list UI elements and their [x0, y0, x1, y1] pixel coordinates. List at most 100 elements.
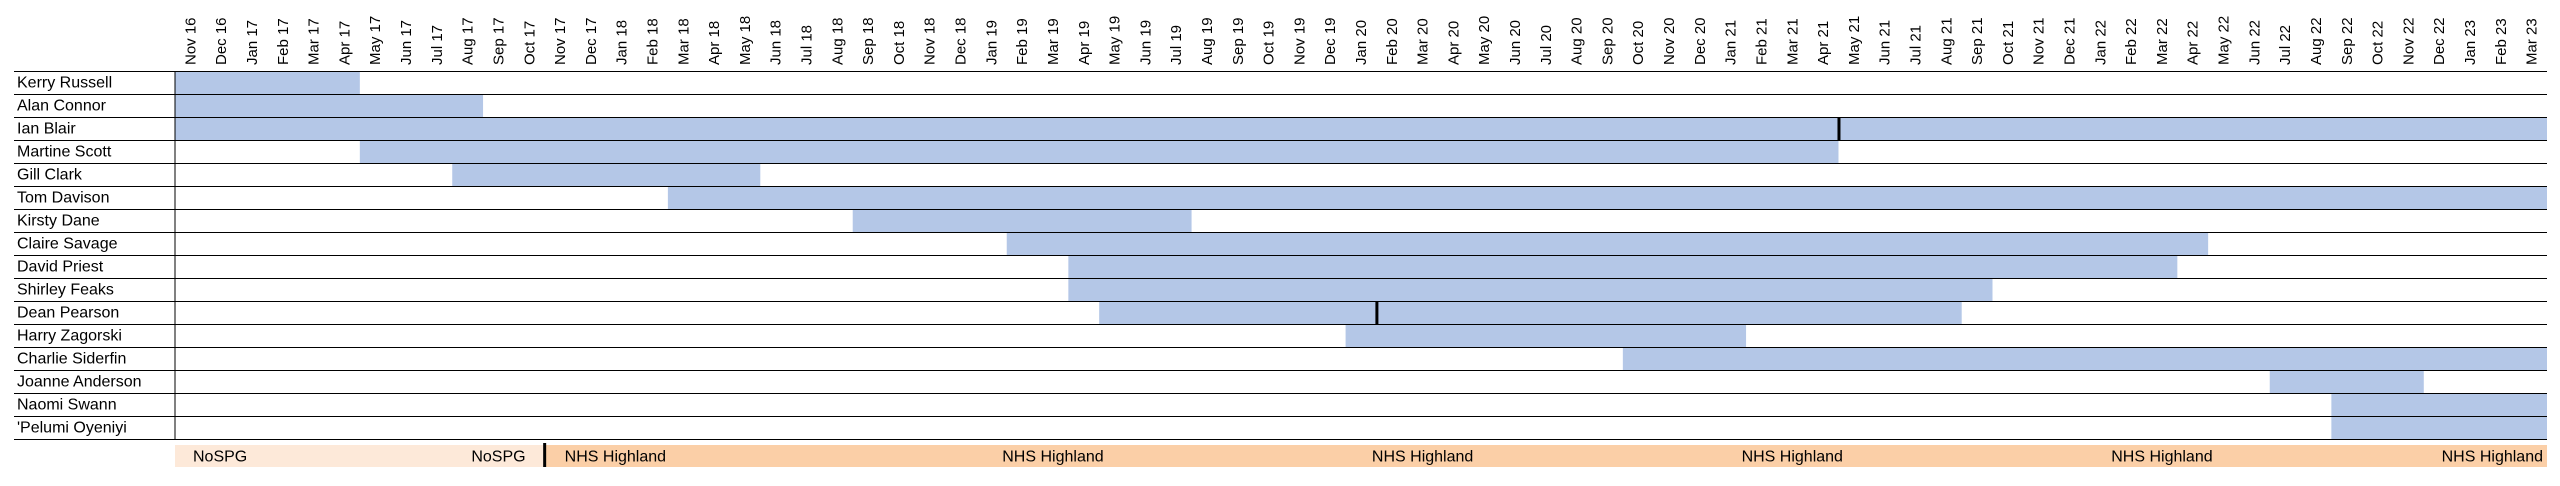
month-tick-label: Nov 16: [182, 17, 199, 65]
month-tick-label: Sep 22: [2339, 17, 2356, 65]
month-tick-label: Dec 17: [583, 17, 600, 65]
month-tick-label: Oct 17: [521, 21, 538, 65]
month-tick-label: Sep 21: [1969, 17, 1986, 65]
gantt-bar: [1068, 279, 1993, 301]
gantt-bar: [2269, 371, 2424, 393]
month-tick-label: Mar 17: [306, 18, 323, 65]
organisation-band-label: NHS Highland: [1002, 449, 1103, 466]
month-tick-label: Dec 20: [1692, 17, 1709, 65]
month-tick-label: Jun 19: [1137, 20, 1154, 65]
month-tick-label: Oct 22: [2370, 21, 2387, 65]
month-tick-label: Apr 19: [1076, 21, 1093, 65]
gantt-bar: [452, 164, 761, 186]
month-tick-label: Feb 20: [1384, 18, 1401, 65]
gantt-bar: [2331, 394, 2547, 416]
month-tick-label: Mar 22: [2154, 18, 2171, 65]
row-area: Kerry Russell Alan Connor Ian Blair Martine…: [14, 71, 2548, 440]
organisation-band-label: NHS Highland: [2442, 449, 2543, 466]
organisation-band-label: NoSPG: [193, 449, 247, 466]
gantt-bar: [175, 72, 360, 94]
month-tick-label: Apr 22: [2185, 21, 2202, 65]
row-name-label: Harry Zagorski: [17, 328, 122, 345]
month-tick-label: Feb 23: [2493, 18, 2510, 65]
organisation-band-label: NHS Highland: [1372, 449, 1473, 466]
organisation-band-label: NoSPG: [471, 449, 525, 466]
row-name-label: Shirley Feaks: [17, 282, 114, 299]
gantt-bar: [1622, 348, 2547, 370]
month-tick-label: Nov 19: [1291, 17, 1308, 65]
month-tick-label: Nov 22: [2400, 17, 2417, 65]
month-tick-label: Feb 22: [2123, 18, 2140, 65]
row-name-label: Joanne Anderson: [17, 374, 142, 391]
month-tick-label: Apr 17: [336, 21, 353, 65]
month-tick-label: Jul 20: [1538, 25, 1555, 65]
month-tick-label: Oct 19: [1261, 21, 1278, 65]
month-tick-label: Aug 22: [2308, 17, 2325, 65]
month-tick-label: Jun 22: [2246, 20, 2263, 65]
month-tick-label: Aug 19: [1199, 17, 1216, 65]
bottom-band: NoSPG NoSPG NHS Highland NHS Highland NHS Hi…: [175, 443, 2547, 467]
row-name-label: Charlie Siderfin: [17, 351, 126, 368]
month-tick-label: Sep 20: [1599, 17, 1616, 65]
month-tick-label: Jan 18: [614, 20, 631, 65]
gantt-bar: [175, 118, 2547, 140]
month-tick-label: Dec 21: [2062, 17, 2079, 65]
row-name-label: Alan Connor: [17, 98, 107, 115]
month-tick-label: Dec 16: [213, 17, 230, 65]
gantt-bar: [1345, 325, 1747, 347]
month-tick-label: Oct 21: [2000, 21, 2017, 65]
month-tick-label: Feb 19: [1014, 18, 1031, 65]
gantt-bar: [667, 187, 2548, 209]
month-tick-label: Jun 17: [398, 20, 415, 65]
month-tick-label: Jun 18: [768, 20, 785, 65]
gantt-bar: [1068, 256, 2178, 278]
month-tick-label: Jul 21: [1907, 25, 1924, 65]
row-name-label: Ian Blair: [17, 121, 76, 138]
row-name-label: David Priest: [17, 259, 104, 276]
gantt-bar: [1006, 233, 2209, 255]
month-tick-label: Dec 22: [2431, 17, 2448, 65]
month-tick-label: Jan 23: [2462, 20, 2479, 65]
month-tick-label: Aug 18: [829, 17, 846, 65]
row-name-label: 'Pelumi Oyeniyi: [17, 420, 127, 437]
month-tick-label: Nov 21: [2031, 17, 2048, 65]
month-tick-label: Sep 18: [860, 17, 877, 65]
month-tick-label: Nov 20: [1661, 17, 1678, 65]
month-tick-label: May 22: [2216, 16, 2233, 65]
gantt-bar: [852, 210, 1192, 232]
month-tick-label: Nov 18: [922, 17, 939, 65]
month-tick-label: Mar 23: [2524, 18, 2541, 65]
month-tick-label: Oct 18: [891, 21, 908, 65]
month-tick-label: Apr 20: [1445, 21, 1462, 65]
month-tick-label: Apr 21: [1815, 21, 1832, 65]
organisation-band-segment: [175, 445, 545, 467]
row-name-label: Kerry Russell: [17, 75, 112, 92]
month-tick-label: Oct 20: [1630, 21, 1647, 65]
row-name-label: Gill Clark: [17, 167, 83, 184]
organisation-band-label: NHS Highland: [1742, 449, 1843, 466]
month-tick-label: Jun 21: [1877, 20, 1894, 65]
month-tick-label: Jan 17: [244, 20, 261, 65]
row-name-label: Claire Savage: [17, 236, 118, 253]
row-name-label: Naomi Swann: [17, 397, 117, 414]
month-tick-label: Jul 22: [2277, 25, 2294, 65]
organisation-band-label: NHS Highland: [565, 449, 666, 466]
month-tick-label: Mar 18: [675, 18, 692, 65]
month-tick-label: Feb 18: [644, 18, 661, 65]
month-tick-label: Mar 20: [1415, 18, 1432, 65]
organisation-band-label: NHS Highland: [2111, 449, 2212, 466]
row-name-label: Kirsty Dane: [17, 213, 100, 230]
month-tick-label: Nov 17: [552, 17, 569, 65]
month-tick-label: May 17: [367, 16, 384, 65]
month-tick-label: Apr 18: [706, 21, 723, 65]
month-label-group: Nov 16 Dec 16 Jan 17 Feb 17 Mar 17 Apr 17 May …: [182, 16, 2540, 65]
month-tick-label: Jul 19: [1168, 25, 1185, 65]
month-tick-label: Jan 20: [1353, 20, 1370, 65]
month-tick-label: Aug 17: [460, 17, 477, 65]
month-tick-label: Jul 17: [429, 25, 446, 65]
row-name-label: Dean Pearson: [17, 305, 119, 322]
month-tick-label: Jan 21: [1723, 20, 1740, 65]
month-tick-label: Dec 18: [953, 17, 970, 65]
